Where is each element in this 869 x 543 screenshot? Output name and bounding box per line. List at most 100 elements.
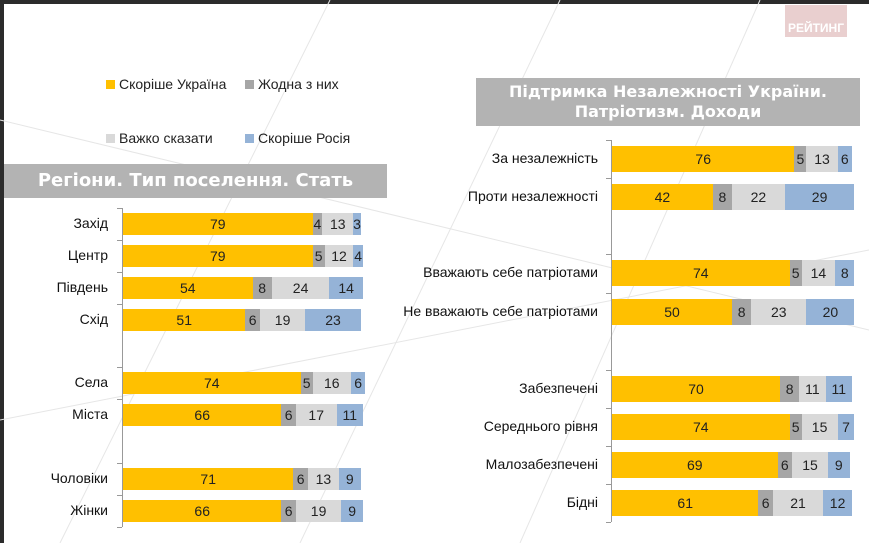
bar-segment: 8 [780,376,800,402]
bar-segment: 8 [712,184,732,210]
bar-segment: 8 [835,260,855,286]
legend-swatch [106,133,115,143]
category-label: Південь [56,279,108,295]
category-label: Захід [73,215,108,231]
axis-tick [117,495,122,496]
category-label: Забезпечені [519,380,598,396]
bar-segment: 6 [351,372,366,394]
axis-tick [606,178,611,179]
bar-segment: 6 [281,404,296,426]
bar-segment: 69 [612,452,778,478]
bar-segment: 12 [324,245,354,267]
bar-segment: 5 [300,372,313,394]
bar-segment: 23 [305,309,361,331]
bar-segment: 6 [837,146,852,172]
bar-segment: 6 [245,309,260,331]
legend-label: Жодна з них [258,76,339,92]
bar-segment: 6 [777,452,792,478]
category-label: Чоловіки [50,470,108,486]
bar-segment: 66 [123,500,282,522]
category-label: Малозабезпечені [485,456,598,472]
category-label: Схід [79,311,108,327]
bar-segment: 8 [732,299,752,325]
category-label: Не вважають себе патріотами [403,303,598,319]
legend-swatch [245,133,254,143]
bar-segment: 17 [295,404,337,426]
axis-tick [117,304,122,305]
window-frame-left [0,0,4,543]
axis-tick [606,446,611,447]
legend-item-hard: Важко сказати [106,130,213,146]
bar-segment: 9 [828,452,850,478]
bar-segment: 22 [732,184,785,210]
axis-tick [606,408,611,409]
bar-segment: 14 [329,277,363,299]
bar-segment: 51 [123,309,246,331]
category-label: Міста [72,406,108,422]
bar-segment: 8 [252,277,272,299]
bar-segment: 12 [823,490,852,516]
bar-segment: 74 [612,260,790,286]
axis-tick [606,522,611,523]
bar-segment: 6 [281,500,296,522]
category-label: Вважають себе патріотами [423,264,598,280]
bar-segment: 42 [612,184,713,210]
legend-label: Скоріше Росія [258,130,351,146]
bar-segment: 7 [837,414,855,440]
bar-segment: 54 [123,277,253,299]
bar-segment: 74 [123,372,301,394]
bar-segment: 4 [312,213,323,235]
bar-segment: 6 [293,468,308,490]
bar-segment: 24 [271,277,330,299]
category-label: Середнього рівня [483,418,598,434]
category-label: Жінки [70,502,108,518]
axis-tick [606,484,611,485]
bar-segment: 66 [123,404,282,426]
bar-segment: 19 [295,500,342,522]
legend-label: Скоріше Україна [119,76,227,92]
axis-tick [117,463,122,464]
legend-swatch [106,79,115,89]
bar-segment: 79 [123,245,313,267]
bar-segment: 5 [794,146,807,172]
rating-logo: РЕЙТИНГ [785,5,847,37]
bar-segment: 50 [612,299,732,325]
bar-segment: 76 [612,146,795,172]
bar-segment: 13 [307,468,339,490]
bar-segment: 71 [123,468,294,490]
chart-title-right: Підтримка Незалежності України. Патріоти… [476,78,860,126]
bar-segment: 9 [341,500,363,522]
window-frame-top [0,0,869,4]
bar-segment: 15 [792,452,828,478]
category-label: За незалежність [491,150,598,166]
chart-title-right-text: Підтримка Незалежності України. Патріоти… [509,82,827,121]
bar-segment: 79 [123,213,313,235]
legend-item-ukraine: Скоріше Україна [106,76,226,92]
axis-tick [117,240,122,241]
bar-segment: 11 [336,404,363,426]
bar-segment: 15 [801,414,838,440]
axis-tick [606,370,611,371]
legend-label: Важко сказати [119,130,213,146]
bar-segment: 29 [784,184,855,210]
bar-segment: 74 [612,414,790,440]
legend-swatch [245,79,254,89]
bar-segment: 14 [801,260,836,286]
axis-tick [606,293,611,294]
bar-segment: 16 [312,372,351,394]
bar-segment: 21 [772,490,824,516]
bar-segment: 11 [799,376,826,402]
bar-segment: 20 [806,299,855,325]
legend-item-russia: Скоріше Росія [245,130,350,146]
bar-segment: 9 [339,468,361,490]
bar-segment: 70 [612,376,780,402]
chart-title-left: Регіони. Тип поселення. Стать [4,164,387,198]
category-label: Центр [67,247,108,263]
bar-segment: 13 [322,213,354,235]
category-label: Села [74,374,108,390]
axis-tick [117,208,122,209]
bar-segment: 13 [806,146,838,172]
axis-tick [606,140,611,141]
axis-tick [117,399,122,400]
bar-segment: 5 [312,245,325,267]
